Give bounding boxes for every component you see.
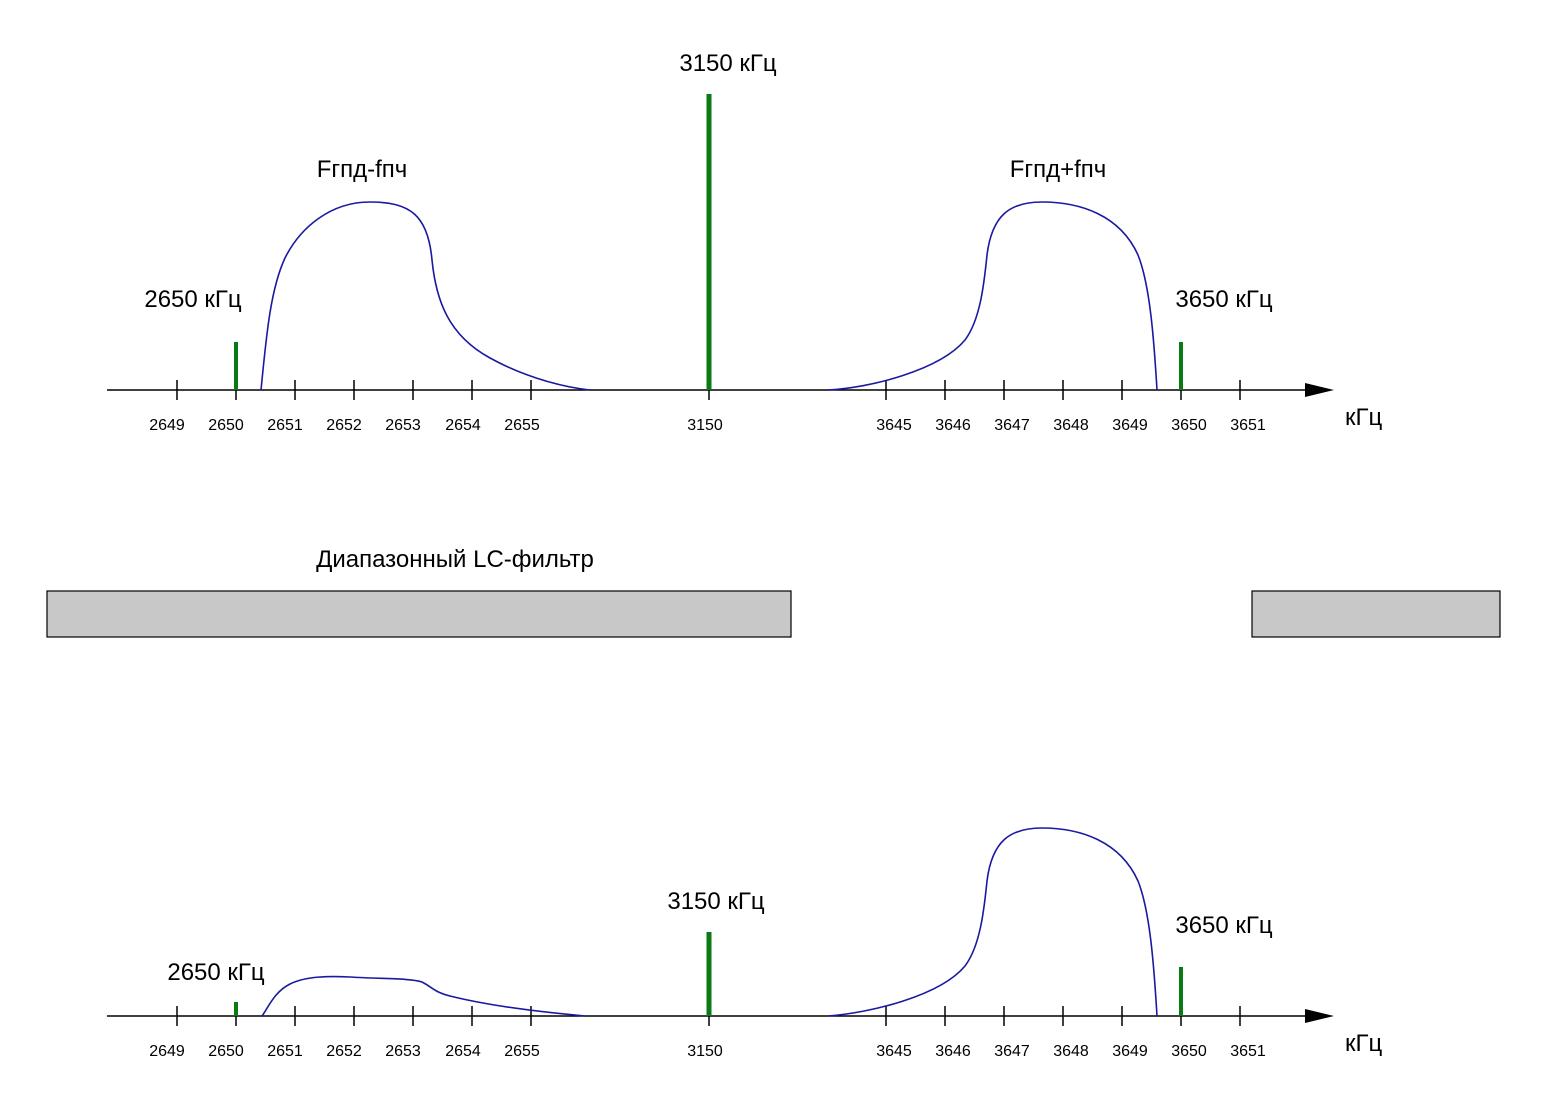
top-tick-label: 3650 <box>1171 417 1207 434</box>
top-tick-labels: 2649 2650 2651 2652 2653 2654 2655 3150 … <box>149 404 1382 434</box>
top-tick-label: 2651 <box>267 417 303 434</box>
top-carrier-left-label: 2650 кГц <box>144 286 242 313</box>
bottom-carrier-center-label: 3150 кГц <box>667 888 765 915</box>
top-panel: 2649 2650 2651 2652 2653 2654 2655 3150 … <box>107 50 1382 434</box>
bottom-tick-label: 2650 <box>208 1043 244 1060</box>
top-carrier-right-label: 3650 кГц <box>1175 286 1273 313</box>
top-unit-label: кГц <box>1345 404 1382 431</box>
top-tick-label: 3647 <box>994 417 1030 434</box>
bottom-tick-label: 2653 <box>385 1043 421 1060</box>
top-tick-label: 2654 <box>445 417 481 434</box>
filter-panel: Диапазонный LC-фильтр <box>46 546 1501 638</box>
bottom-carrier-left-label: 2650 кГц <box>167 959 265 986</box>
bottom-tick-label: 3646 <box>935 1043 971 1060</box>
bottom-tick-label: 2651 <box>267 1043 303 1060</box>
bottom-tick-label: 3645 <box>876 1043 912 1060</box>
bottom-tick-label: 2649 <box>149 1043 185 1060</box>
top-tick-label: 3645 <box>876 417 912 434</box>
bottom-tick-label: 3648 <box>1053 1043 1089 1060</box>
top-tick-label: 2650 <box>208 417 244 434</box>
bottom-tick-label: 3651 <box>1230 1043 1266 1060</box>
top-tick-label: 2649 <box>149 417 185 434</box>
bottom-tick-label: 3650 <box>1171 1043 1207 1060</box>
top-tick-label: 2653 <box>385 417 421 434</box>
top-tick-label: 3651 <box>1230 417 1266 434</box>
bottom-tick-label: 2655 <box>504 1043 540 1060</box>
top-axis-arrow <box>1305 383 1334 397</box>
top-tick-label: 3646 <box>935 417 971 434</box>
top-tick-label: 2652 <box>326 417 362 434</box>
bottom-carrier-right-label: 3650 кГц <box>1175 912 1273 939</box>
top-upper-sideband-curve <box>827 201 1158 391</box>
bottom-tick-label: 3647 <box>994 1043 1030 1060</box>
top-lower-sideband-label: Fгпд-fпч <box>317 156 408 183</box>
top-lower-sideband-curve <box>260 201 591 391</box>
top-tick-label-center: 3150 <box>687 417 723 434</box>
bottom-panel: 2649 2650 2651 2652 2653 2654 2655 3150 … <box>107 827 1382 1060</box>
bottom-tick-label: 3649 <box>1112 1043 1148 1060</box>
top-carrier-center-label: 3150 кГц <box>679 50 777 77</box>
filter-stopband-right <box>1251 590 1501 638</box>
top-tick-label: 3649 <box>1112 417 1148 434</box>
bottom-tick-label: 2654 <box>445 1043 481 1060</box>
bottom-tick-label-center: 3150 <box>687 1043 723 1060</box>
top-tick-label: 2655 <box>504 417 540 434</box>
bottom-tick-label: 2652 <box>326 1043 362 1060</box>
bottom-unit-label: кГц <box>1345 1030 1382 1057</box>
bottom-upper-sideband-curve <box>827 827 1158 1017</box>
filter-title: Диапазонный LC-фильтр <box>316 546 594 573</box>
top-tick-label: 3648 <box>1053 417 1089 434</box>
bottom-tick-labels: 2649 2650 2651 2652 2653 2654 2655 3150 … <box>149 1030 1382 1060</box>
bottom-axis-arrow <box>1305 1009 1334 1023</box>
top-upper-sideband-label: Fгпд+fпч <box>1010 156 1107 183</box>
bottom-lower-sideband-curve <box>261 975 586 1017</box>
filter-stopband-left <box>46 590 792 638</box>
top-ticks <box>176 380 1241 400</box>
